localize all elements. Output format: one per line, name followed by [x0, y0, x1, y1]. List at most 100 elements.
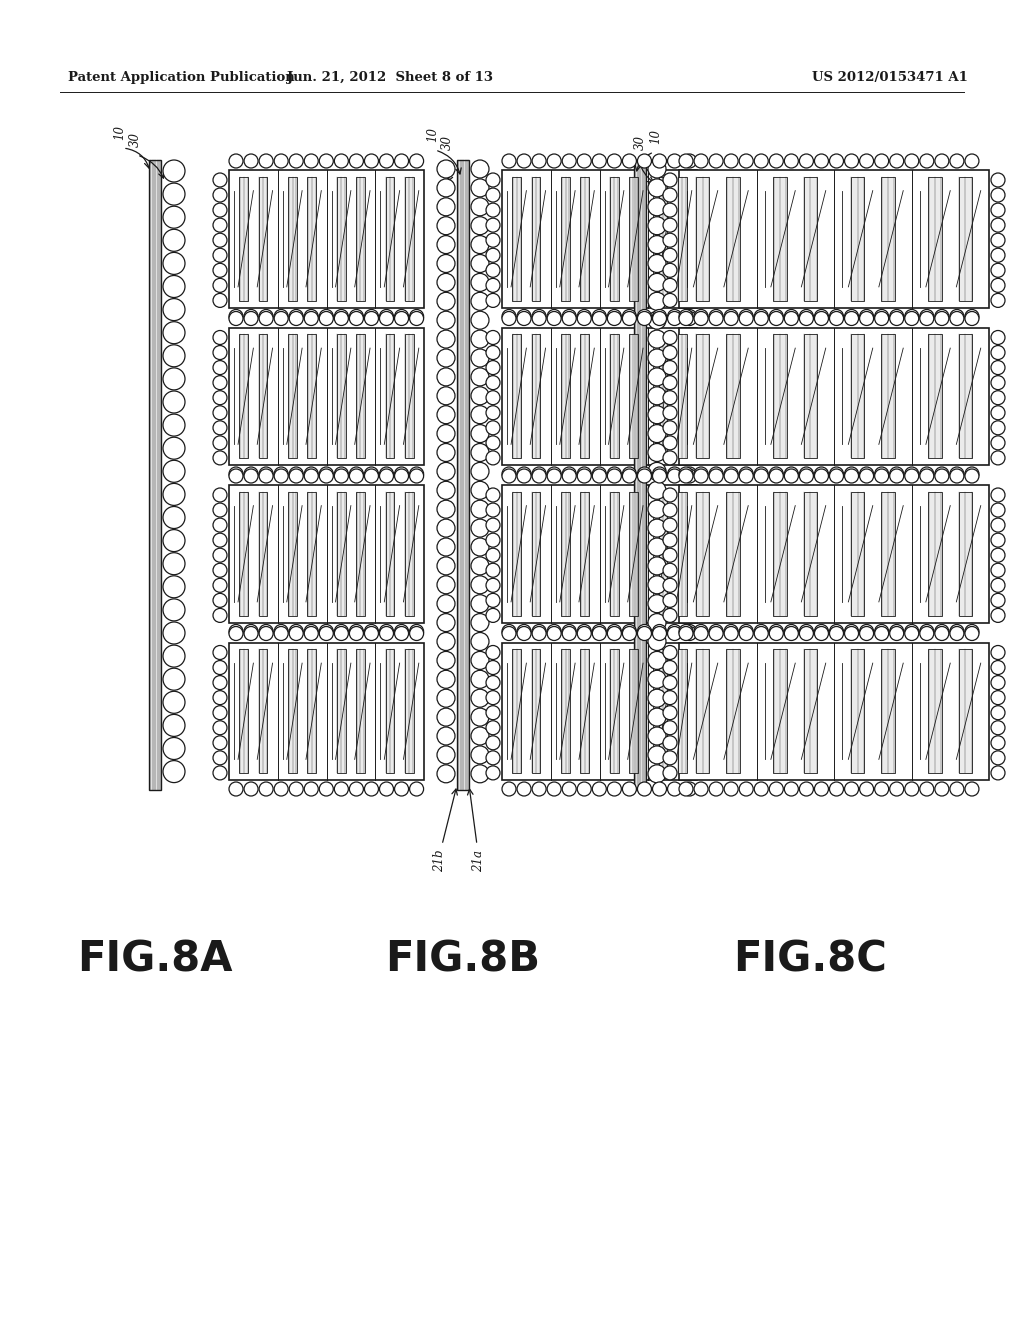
Circle shape — [683, 781, 696, 796]
Bar — [512, 334, 521, 458]
Bar — [881, 177, 895, 301]
Circle shape — [663, 234, 677, 247]
Circle shape — [437, 216, 455, 235]
Circle shape — [163, 230, 185, 251]
Circle shape — [755, 312, 768, 326]
Circle shape — [648, 292, 666, 310]
Circle shape — [471, 632, 489, 651]
Bar — [386, 492, 394, 615]
Circle shape — [991, 609, 1005, 623]
Circle shape — [739, 467, 754, 480]
Bar — [726, 334, 740, 458]
Circle shape — [935, 627, 949, 640]
Bar — [240, 177, 248, 301]
Circle shape — [547, 467, 561, 480]
Circle shape — [547, 627, 561, 640]
Circle shape — [991, 263, 1005, 277]
Circle shape — [274, 467, 288, 480]
Circle shape — [517, 469, 531, 483]
Circle shape — [517, 309, 531, 323]
Bar — [240, 334, 248, 458]
Circle shape — [578, 154, 591, 168]
Circle shape — [769, 781, 783, 796]
Circle shape — [502, 624, 516, 639]
Circle shape — [532, 154, 546, 168]
Circle shape — [829, 467, 844, 480]
Circle shape — [486, 451, 500, 465]
Bar — [928, 649, 942, 774]
Bar — [679, 327, 989, 465]
Circle shape — [991, 735, 1005, 750]
Circle shape — [486, 721, 500, 735]
Bar — [928, 334, 942, 458]
Circle shape — [437, 519, 455, 537]
Circle shape — [213, 173, 227, 187]
Bar — [958, 492, 973, 615]
Circle shape — [274, 781, 288, 796]
Circle shape — [724, 309, 738, 323]
Circle shape — [229, 624, 243, 639]
Circle shape — [991, 564, 1005, 577]
Circle shape — [991, 218, 1005, 232]
Circle shape — [335, 627, 348, 640]
Circle shape — [623, 781, 636, 796]
Circle shape — [486, 766, 500, 780]
Text: FIG.8B: FIG.8B — [385, 939, 541, 981]
Circle shape — [709, 309, 723, 323]
Circle shape — [410, 469, 424, 483]
Circle shape — [991, 421, 1005, 434]
Circle shape — [380, 312, 393, 326]
Circle shape — [437, 180, 455, 197]
Circle shape — [991, 346, 1005, 359]
Bar — [773, 177, 787, 301]
Circle shape — [213, 203, 227, 216]
Circle shape — [486, 609, 500, 623]
Circle shape — [213, 645, 227, 660]
Circle shape — [437, 292, 455, 310]
Circle shape — [724, 154, 738, 168]
Circle shape — [965, 469, 979, 483]
Circle shape — [663, 405, 677, 420]
Circle shape — [648, 405, 666, 424]
Circle shape — [724, 469, 738, 483]
Circle shape — [532, 781, 546, 796]
Circle shape — [319, 624, 333, 639]
Circle shape — [486, 173, 500, 187]
Bar — [610, 177, 618, 301]
Circle shape — [800, 624, 813, 639]
Circle shape — [668, 467, 682, 480]
Bar — [804, 177, 817, 301]
Circle shape — [814, 624, 828, 639]
Circle shape — [229, 781, 243, 796]
Circle shape — [319, 154, 333, 168]
Circle shape — [335, 624, 348, 639]
Circle shape — [648, 348, 666, 367]
Circle shape — [800, 469, 813, 483]
Circle shape — [648, 576, 666, 594]
Circle shape — [683, 309, 696, 323]
Circle shape — [663, 391, 677, 405]
Circle shape — [935, 781, 949, 796]
Text: 30: 30 — [634, 135, 646, 150]
Circle shape — [349, 154, 364, 168]
Circle shape — [437, 500, 455, 519]
Bar — [678, 177, 687, 301]
Bar — [804, 334, 817, 458]
Circle shape — [739, 309, 754, 323]
Circle shape — [965, 624, 979, 639]
Text: FIG.8C: FIG.8C — [733, 939, 887, 981]
Circle shape — [547, 312, 561, 326]
Circle shape — [394, 467, 409, 480]
Circle shape — [814, 627, 828, 640]
Circle shape — [709, 312, 723, 326]
Circle shape — [648, 312, 666, 329]
Circle shape — [623, 624, 636, 639]
Circle shape — [349, 627, 364, 640]
Circle shape — [755, 624, 768, 639]
Circle shape — [486, 421, 500, 434]
Circle shape — [213, 609, 227, 623]
Circle shape — [437, 764, 455, 783]
Bar — [881, 334, 895, 458]
Circle shape — [638, 154, 651, 168]
Bar — [356, 492, 365, 615]
